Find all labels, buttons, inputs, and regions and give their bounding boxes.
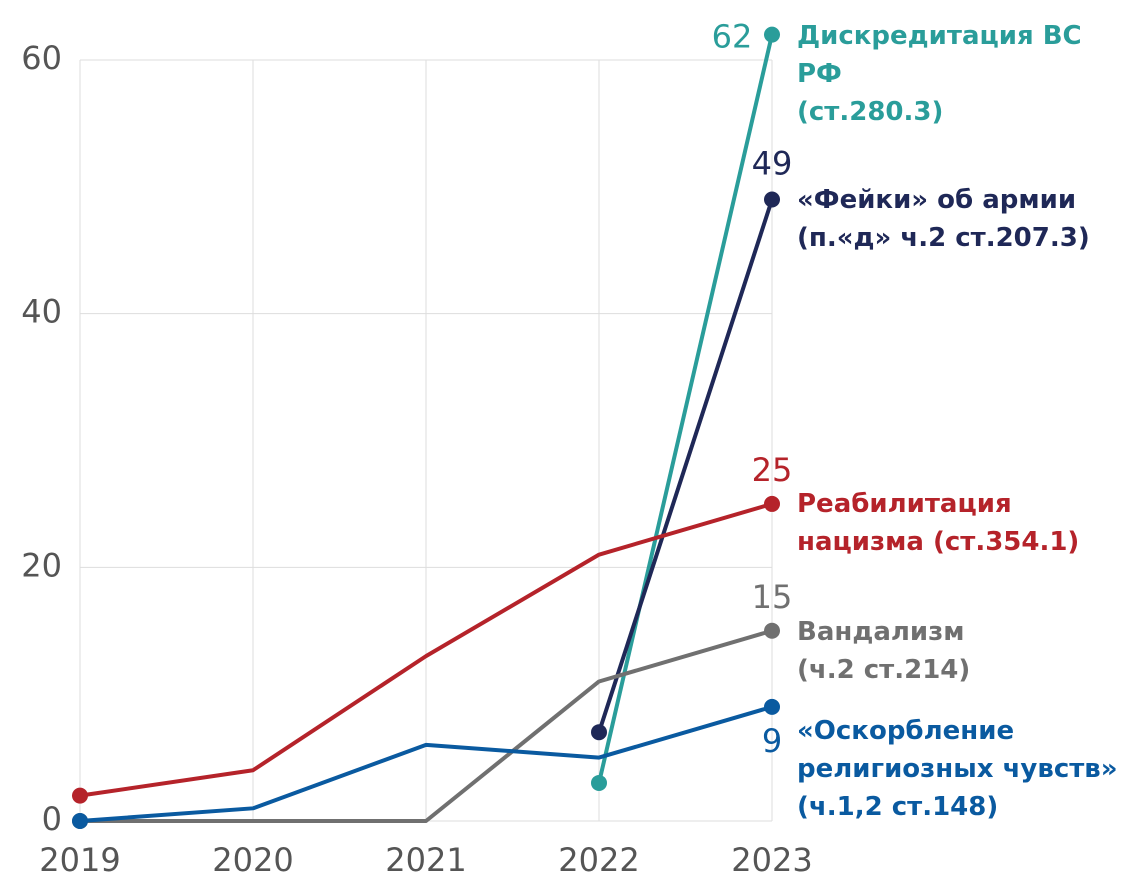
y-tick-label: 40: [21, 293, 62, 331]
legend-label: Дискредитация ВС РФ (ст.280.3): [797, 20, 1082, 127]
y-tick-label: 20: [21, 546, 62, 584]
series-line: [79, 704, 773, 823]
end-marker: [72, 787, 88, 804]
end-marker: [591, 774, 607, 791]
y-tick-label: 0: [42, 800, 62, 838]
end-marker: [764, 698, 780, 715]
x-tick-label: 2019: [39, 841, 120, 879]
end-marker: [764, 495, 780, 512]
legend-label: Реабилитация нацизма (ст.354.1): [797, 488, 1080, 557]
legend-label: Вандализм (ч.2 ст.214): [797, 616, 971, 685]
y-tick-label: 60: [21, 39, 62, 77]
x-tick-label: 2023: [731, 841, 812, 879]
value-label: 49: [752, 145, 793, 183]
end-marker: [72, 813, 88, 829]
end-marker: [764, 191, 780, 208]
value-label: 15: [752, 578, 793, 616]
series-line: [80, 628, 773, 823]
end-marker: [591, 724, 607, 741]
series-line: [597, 34, 774, 784]
end-marker: [764, 26, 780, 43]
end-marker: [764, 622, 780, 639]
x-tick-label: 2021: [385, 841, 466, 879]
value-label: 25: [752, 451, 793, 489]
legend-label: «Фейки» об армии (п.«д» ч.2 ст.207.3): [797, 184, 1090, 253]
legend-label: «Оскорбление религиозных чувств» (ч.1,2 …: [797, 715, 1118, 822]
value-label: 9: [762, 722, 782, 760]
x-tick-label: 2020: [212, 841, 293, 879]
x-tick-label: 2022: [558, 841, 639, 879]
series-line: [597, 198, 774, 733]
value-label: 62: [712, 18, 753, 56]
series-line: [79, 501, 773, 798]
